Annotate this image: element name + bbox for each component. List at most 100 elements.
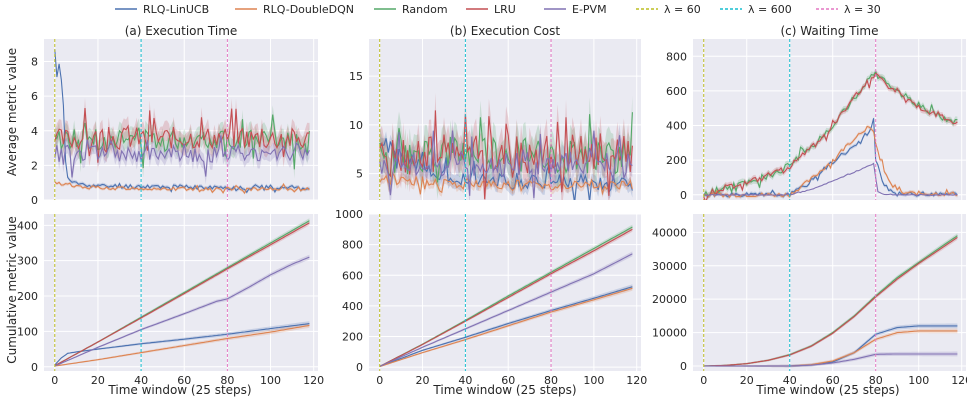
y-tick-label: 600 bbox=[342, 269, 363, 282]
y-tick-label: 800 bbox=[342, 239, 363, 252]
series-random bbox=[379, 112, 633, 183]
panel-3: 0 100 200 300 400 0 20 40 60 80 100 120 bbox=[17, 214, 324, 387]
xlabel-col-0: Time window (25 steps) bbox=[107, 383, 251, 397]
series-rlq-linucb bbox=[379, 138, 633, 200]
y-tick-label: 5 bbox=[356, 168, 363, 181]
legend-label: λ = 60 bbox=[664, 3, 701, 16]
band-rlq-doubledqn bbox=[703, 328, 958, 368]
y-tick-label: 300 bbox=[17, 255, 38, 268]
y-tick-label: 30000 bbox=[652, 260, 687, 273]
x-tick-label: 20 bbox=[91, 374, 105, 387]
y-tick-label: 8 bbox=[31, 56, 38, 69]
y-tick-label: 100 bbox=[17, 325, 38, 338]
series-e-pvm bbox=[54, 256, 310, 367]
band-e-pvm bbox=[379, 119, 633, 200]
band-lru bbox=[379, 92, 633, 200]
band-rlq-linucb bbox=[703, 323, 958, 368]
band-rlq-doubledqn bbox=[379, 168, 633, 199]
x-tick-label: 0 bbox=[700, 374, 707, 387]
series-group bbox=[379, 92, 633, 200]
plot-area bbox=[369, 214, 641, 371]
y-tick-label: 20000 bbox=[652, 293, 687, 306]
ylabel-top: Average metric value bbox=[5, 48, 19, 176]
legend-label: Random bbox=[402, 3, 448, 16]
y-tick-label: 800 bbox=[666, 50, 687, 63]
legend-label: LRU bbox=[494, 3, 516, 16]
y-tick-label: 40000 bbox=[652, 226, 687, 239]
plot-area bbox=[693, 214, 966, 371]
legend-item-3: LRU bbox=[466, 3, 516, 16]
series-e-pvm bbox=[379, 130, 633, 199]
band-random bbox=[54, 218, 310, 367]
series-rlq-doubledqn bbox=[379, 171, 633, 196]
series-group bbox=[703, 68, 958, 200]
ylabel-bottom: Cumulative metric value bbox=[5, 216, 19, 364]
y-tick-label: 10000 bbox=[652, 327, 687, 340]
series-group bbox=[379, 224, 633, 368]
y-tick-label: 400 bbox=[342, 300, 363, 313]
x-tick-label: 120 bbox=[626, 374, 647, 387]
y-tick-label: 2 bbox=[31, 159, 38, 172]
band-random bbox=[379, 224, 633, 367]
panel-title: (a) Execution Time bbox=[125, 24, 238, 38]
x-tick-label: 0 bbox=[51, 374, 58, 387]
y-tick-label: 4 bbox=[31, 125, 38, 138]
panel-0: 0 2 4 6 8 (a) Execution Time bbox=[31, 24, 318, 207]
legend-label: λ = 30 bbox=[844, 3, 881, 16]
panel-1: 5 10 15 (b) Execution Cost bbox=[349, 24, 641, 200]
x-tick-label: 120 bbox=[951, 374, 967, 387]
y-tick-label: 15 bbox=[349, 70, 363, 83]
y-tick-label: 400 bbox=[666, 120, 687, 133]
series-random bbox=[54, 114, 310, 170]
series-e-pvm bbox=[379, 253, 633, 367]
y-tick-label: 0 bbox=[680, 360, 687, 373]
x-tick-label: 100 bbox=[260, 374, 281, 387]
x-tick-label: 80 bbox=[869, 374, 883, 387]
series-rlq-linucb bbox=[379, 286, 633, 367]
band-random bbox=[54, 105, 310, 179]
x-tick-label: 60 bbox=[501, 374, 515, 387]
x-tick-label: 120 bbox=[303, 374, 324, 387]
legend-item-4: E-PVM bbox=[544, 3, 607, 16]
plot-area bbox=[44, 214, 318, 371]
y-tick-label: 10 bbox=[349, 119, 363, 132]
y-tick-label: 6 bbox=[31, 90, 38, 103]
series-lru bbox=[703, 236, 958, 367]
legend-item-6: λ = 600 bbox=[720, 3, 792, 16]
series-lru bbox=[54, 222, 310, 367]
legend-item-1: RLQ-DoubleDQN bbox=[235, 3, 354, 16]
panel-title: (b) Execution Cost bbox=[450, 24, 560, 38]
y-tick-label: 200 bbox=[342, 331, 363, 344]
x-tick-label: 40 bbox=[458, 374, 472, 387]
series-group bbox=[54, 218, 310, 367]
y-tick-label: 200 bbox=[666, 154, 687, 167]
band-e-pvm bbox=[703, 351, 958, 368]
x-tick-label: 60 bbox=[177, 374, 191, 387]
y-tick-label: 0 bbox=[31, 194, 38, 207]
series-rlq-doubledqn bbox=[54, 324, 310, 367]
y-tick-label: 0 bbox=[31, 361, 38, 374]
series-rlq-linucb bbox=[54, 49, 310, 194]
x-tick-label: 0 bbox=[376, 374, 383, 387]
legend-label: RLQ-LinUCB bbox=[143, 3, 209, 16]
series-rlq-doubledqn bbox=[379, 287, 633, 368]
series-lru bbox=[703, 72, 958, 200]
series-rlq-doubledqn bbox=[703, 125, 958, 198]
panel-title: (c) Waiting Time bbox=[780, 24, 878, 38]
plot-area bbox=[693, 39, 966, 200]
series-rlq-linucb bbox=[54, 323, 310, 366]
xlabel-col-1: Time window (25 steps) bbox=[432, 383, 576, 397]
legend-item-7: λ = 30 bbox=[816, 3, 881, 16]
y-tick-label: 400 bbox=[17, 219, 38, 232]
xlabel-col-2: Time window (25 steps) bbox=[755, 383, 899, 397]
series-rlq-doubledqn bbox=[54, 181, 310, 195]
panels: 0 2 4 6 8 (a) Execution Time 5 10 15 (b) Executio… bbox=[17, 24, 967, 387]
x-tick-label: 40 bbox=[134, 374, 148, 387]
panel-2: 0 200 400 600 800 (c) Waiting Time bbox=[666, 24, 966, 202]
legend-item-2: Random bbox=[374, 3, 448, 16]
band-random bbox=[379, 95, 633, 200]
x-tick-label: 80 bbox=[544, 374, 558, 387]
legend: RLQ-LinUCB RLQ-DoubleDQN Random LRU E-PVM λ =… bbox=[115, 3, 881, 16]
panel-5: 0 10000 20000 30000 40000 0 20 40 60 80 100 120 bbox=[652, 214, 967, 387]
